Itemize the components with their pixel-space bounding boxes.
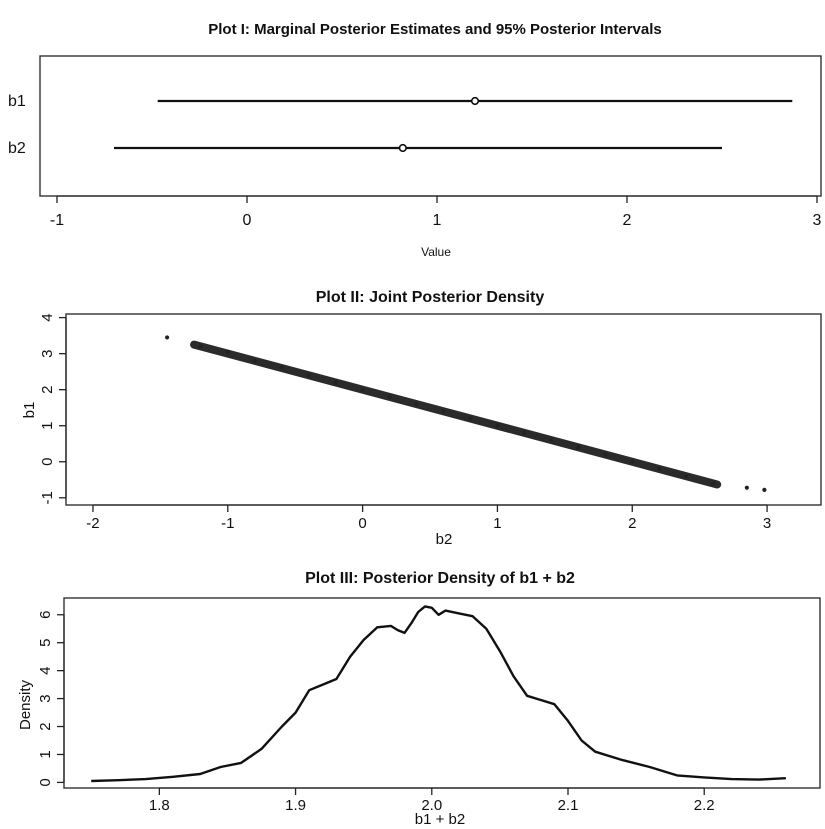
plot-2-point <box>576 445 581 450</box>
plot-3-x-tick-label: 2.0 <box>421 797 442 814</box>
plot-3-title: Plot III: Posterior Density of b1 + b2 <box>305 570 575 587</box>
plot-2-y-label: b1 <box>21 402 38 419</box>
plot-2-x-tick-label: -1 <box>221 515 234 532</box>
plot-3-x-label: b1 + b2 <box>415 811 465 828</box>
plot-1-x-tick-label: 2 <box>623 212 632 229</box>
plot-2-point <box>225 349 230 354</box>
plot-2-x-tick-label: 0 <box>358 515 366 532</box>
plot-2-point <box>657 466 662 472</box>
plot-3-y-tick-label: 6 <box>37 611 54 619</box>
plot-2-point <box>279 365 284 370</box>
plot-3-y-axis: 0 1 2 3 4 5 6 <box>37 611 65 787</box>
plot-1-row-label-b2: b2 <box>8 140 26 157</box>
plot-2-point <box>414 401 419 407</box>
plot-2-point <box>468 416 473 421</box>
plot-3-x-tick-label: 1.9 <box>285 797 306 814</box>
plot-1-row-label-b1: b1 <box>8 93 26 110</box>
plot-2-point <box>198 344 203 349</box>
plot-2-point <box>744 485 749 490</box>
plot-1-estimate-b2 <box>398 143 407 153</box>
plot-2-point <box>762 487 767 492</box>
plot-2-point-band <box>190 340 722 489</box>
plot-3-y-tick-label: 3 <box>37 694 54 702</box>
plot-1-x-tick-label: 0 <box>243 212 252 229</box>
plot-2-point <box>165 335 170 340</box>
plot-2-x-tick-label: 1 <box>493 515 501 532</box>
plot-1-x-tick-label: -1 <box>50 212 64 229</box>
plot-1-x-axis: -1 0 1 2 3 <box>50 195 822 229</box>
plot-2-point <box>360 387 365 392</box>
plot-2-point <box>252 358 257 363</box>
plot-1-x-label: Value <box>421 245 451 259</box>
plot-3-y-tick-label: 2 <box>37 722 54 730</box>
plot-2-y-tick-label: -1 <box>39 491 56 504</box>
plot-2-y-axis: -1 0 1 2 3 4 <box>39 313 67 504</box>
plot-2-x-tick-label: -2 <box>86 515 99 532</box>
plot-3-x-axis: 1.8 1.9 2.0 2.1 2.2 <box>149 787 715 814</box>
plot-2-point <box>387 394 392 399</box>
plot-2-point <box>711 481 716 486</box>
plot-2-point <box>603 452 608 457</box>
plot-1-marks: b1 b2 <box>8 93 793 157</box>
plot-2-point <box>495 423 500 428</box>
plot-2-x-tick-label: 2 <box>628 515 636 532</box>
plot-1-title: Plot I: Marginal Posterior Estimates and… <box>208 21 661 38</box>
plot-2-y-tick-label: 0 <box>39 458 56 466</box>
plot-3-x-tick-label: 2.1 <box>558 797 579 814</box>
plot-3-y-tick-label: 4 <box>37 666 54 674</box>
plot-1-x-tick-label: 1 <box>433 212 442 229</box>
plot-2-point <box>684 474 689 479</box>
plot-3-x-tick-label: 2.2 <box>694 797 715 814</box>
plot-3-y-label: Density <box>17 679 34 730</box>
plot-2-point <box>441 409 446 414</box>
plot-3-y-tick-label: 5 <box>37 639 54 647</box>
plot-2-x-axis: -2 -1 0 1 2 3 <box>86 504 771 532</box>
plot-3: Plot III: Posterior Density of b1 + b2 1… <box>17 570 821 828</box>
plot-2-y-tick-label: 1 <box>39 422 56 430</box>
plot-2-point <box>306 373 311 378</box>
plot-1-estimate-b1 <box>470 96 480 106</box>
plot-2-y-tick-label: 4 <box>39 313 56 321</box>
plot-2-y-tick-label: 3 <box>39 349 56 357</box>
plot-2-marks <box>165 335 767 492</box>
plot-3-frame <box>63 597 821 789</box>
plot-3-density-line <box>91 605 786 783</box>
plot-2-y-tick-label: 2 <box>39 386 56 394</box>
plot-1-frame <box>39 55 822 197</box>
plot-2-point <box>549 438 554 443</box>
plot-3-y-tick-label: 1 <box>37 750 54 758</box>
plot-2-title: Plot II: Joint Posterior Density <box>316 289 545 306</box>
plot-3-marks <box>91 605 786 783</box>
plot-1-x-tick-label: 3 <box>813 212 822 229</box>
plot-3-x-tick-label: 1.8 <box>149 797 170 814</box>
plot-1: Plot I: Marginal Posterior Estimates and… <box>8 21 822 259</box>
plot-2-point <box>630 459 635 464</box>
plot-2-point <box>333 380 338 385</box>
plot-2-point <box>522 430 527 436</box>
plot-2-x-label: b2 <box>436 531 453 548</box>
plot-3-y-tick-label: 0 <box>37 778 54 786</box>
plot-2-x-tick-label: 3 <box>763 515 771 532</box>
plot-2: Plot II: Joint Posterior Density -2 -1 0 1 2… <box>21 289 822 548</box>
